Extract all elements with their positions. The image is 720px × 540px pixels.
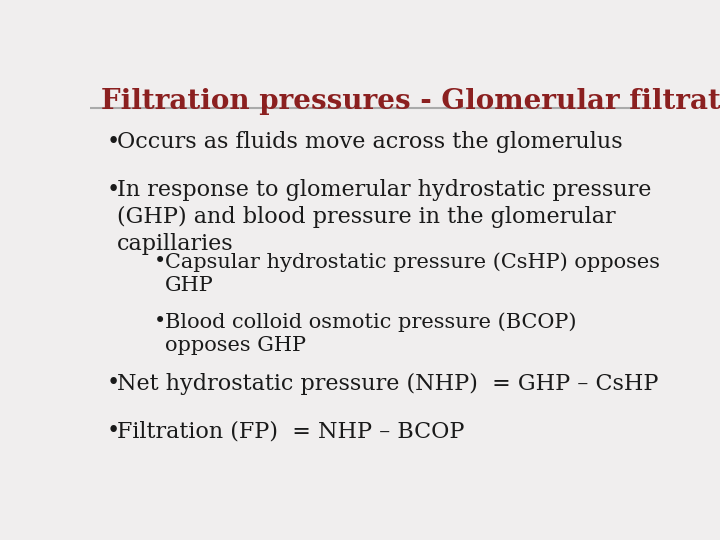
Text: •: • xyxy=(154,252,166,271)
Text: •: • xyxy=(107,373,120,395)
Text: Capsular hydrostatic pressure (CsHP) opposes
GHP: Capsular hydrostatic pressure (CsHP) opp… xyxy=(166,252,660,295)
Text: Blood colloid osmotic pressure (BCOP)
opposes GHP: Blood colloid osmotic pressure (BCOP) op… xyxy=(166,312,577,355)
Text: Occurs as fluids move across the glomerulus: Occurs as fluids move across the glomeru… xyxy=(117,131,622,153)
Text: Filtration pressures - Glomerular filtration: Filtration pressures - Glomerular filtra… xyxy=(101,87,720,114)
Text: •: • xyxy=(107,420,120,442)
Text: •: • xyxy=(107,179,120,201)
Text: •: • xyxy=(154,312,166,331)
Text: In response to glomerular hydrostatic pressure
(GHP) and blood pressure in the g: In response to glomerular hydrostatic pr… xyxy=(117,179,651,255)
Text: Net hydrostatic pressure (NHP)  = GHP – CsHP: Net hydrostatic pressure (NHP) = GHP – C… xyxy=(117,373,658,395)
Text: Filtration (FP)  = NHP – BCOP: Filtration (FP) = NHP – BCOP xyxy=(117,420,464,442)
Text: •: • xyxy=(107,131,120,153)
